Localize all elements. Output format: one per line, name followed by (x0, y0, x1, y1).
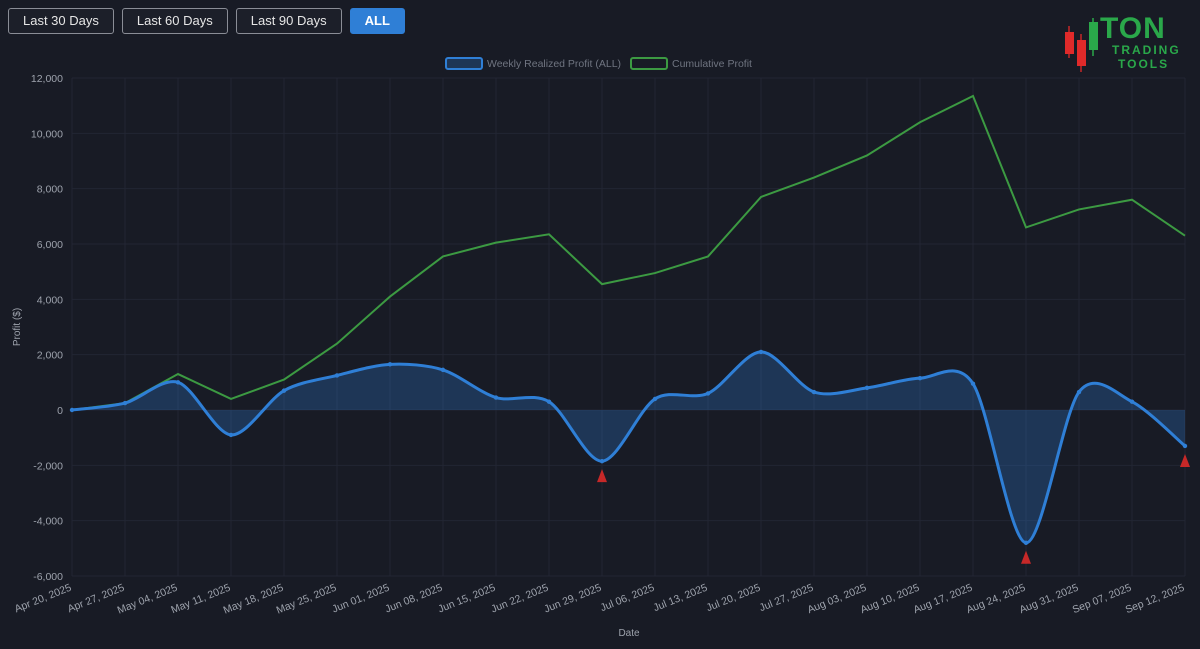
x-tick-label: May 04, 2025 (116, 582, 180, 617)
y-tick-label: 12,000 (31, 73, 63, 85)
legend-label-weekly[interactable]: Weekly Realized Profit (ALL) (487, 58, 621, 70)
x-tick-label: May 11, 2025 (169, 582, 232, 617)
legend-swatch-cumulative (630, 57, 668, 70)
weekly-data-point[interactable] (599, 458, 605, 464)
x-tick-label: Aug 31, 2025 (1018, 582, 1081, 617)
weekly-data-point[interactable] (175, 380, 181, 385)
x-tick-label: Sep 12, 2025 (1124, 582, 1187, 617)
weekly-profit-area (72, 351, 1185, 543)
weekly-profit-points (69, 349, 1188, 545)
last-30-days-button[interactable]: Last 30 Days (8, 8, 114, 34)
x-tick-label: Apr 20, 2025 (13, 582, 73, 616)
x-tick-label: Jun 22, 2025 (489, 582, 550, 616)
x-tick-label: May 18, 2025 (222, 582, 286, 617)
weekly-data-point[interactable] (864, 385, 870, 391)
weekly-data-point[interactable] (1182, 443, 1188, 449)
weekly-data-point[interactable] (652, 396, 658, 402)
weekly-data-point[interactable] (705, 391, 711, 396)
weekly-data-point[interactable] (493, 395, 499, 400)
x-tick-label: Aug 10, 2025 (859, 582, 922, 617)
last-90-days-button[interactable]: Last 90 Days (235, 8, 342, 34)
candlestick-icon (1065, 18, 1098, 72)
weekly-data-point[interactable] (228, 432, 234, 438)
last-60-days-button[interactable]: Last 60 Days (121, 8, 228, 34)
y-tick-label: -2,000 (33, 460, 63, 472)
weekly-data-point[interactable] (440, 367, 446, 373)
x-tick-label: Jul 20, 2025 (705, 582, 763, 615)
cumulative-profit-line (71, 94, 1186, 411)
x-tick-label: Jun 15, 2025 (436, 582, 497, 616)
x-axis-title: Date (618, 628, 640, 639)
y-axis-ticks: 12,000 10,000 8,000 6,000 4,000 2,000 0 -2,000 -… (31, 73, 63, 583)
weekly-data-point[interactable] (546, 399, 552, 404)
y-tick-label: 4,000 (37, 294, 63, 306)
weekly-data-point[interactable] (69, 407, 75, 413)
weekly-data-point[interactable] (1023, 540, 1029, 545)
logo-subtitle-1: TRADING (1112, 43, 1181, 57)
loss-marker-icon (1180, 453, 1190, 467)
weekly-data-point[interactable] (1076, 389, 1082, 395)
all-button[interactable]: ALL (349, 8, 405, 34)
y-tick-label: 2,000 (37, 350, 63, 362)
y-tick-label: 8,000 (37, 184, 63, 196)
loss-marker-icon (1021, 550, 1031, 564)
weekly-data-point[interactable] (334, 373, 340, 378)
x-tick-label: Jun 08, 2025 (383, 582, 444, 616)
y-tick-label: -4,000 (33, 516, 63, 528)
chart-grid (71, 77, 1186, 577)
x-tick-label: Aug 03, 2025 (806, 582, 869, 617)
y-tick-label: 6,000 (37, 239, 63, 251)
x-tick-label: Sep 07, 2025 (1071, 582, 1134, 617)
weekly-data-point[interactable] (281, 388, 287, 393)
x-tick-label: Aug 17, 2025 (912, 582, 975, 617)
logo-title: TON (1100, 12, 1166, 45)
weekly-data-point[interactable] (917, 375, 923, 381)
weekly-data-point[interactable] (970, 381, 976, 386)
weekly-data-point[interactable] (122, 400, 128, 406)
weekly-data-point[interactable] (1129, 399, 1135, 404)
weekly-data-point[interactable] (811, 389, 817, 395)
loss-markers (597, 453, 1190, 564)
x-tick-label: Jul 13, 2025 (652, 582, 710, 615)
y-tick-label: 10,000 (31, 128, 63, 140)
legend-label-cumulative[interactable]: Cumulative Profit (672, 58, 752, 70)
y-tick-label: -6,000 (33, 571, 63, 583)
x-tick-label: Jun 29, 2025 (542, 582, 603, 616)
weekly-data-point[interactable] (758, 349, 764, 355)
x-tick-label: Jun 01, 2025 (330, 582, 391, 616)
loss-marker-icon (597, 469, 607, 483)
ton-trading-tools-logo: TON TRADING TOOLS (1062, 12, 1186, 74)
x-tick-label: May 25, 2025 (275, 582, 339, 617)
x-tick-label: Aug 24, 2025 (965, 582, 1028, 617)
chart-legend: Weekly Realized Profit (ALL) Cumulative … (445, 57, 752, 70)
logo-subtitle-2: TOOLS (1118, 57, 1170, 71)
y-axis-title: Profit ($) (12, 308, 23, 346)
date-range-toolbar: Last 30 Days Last 60 Days Last 90 Days A… (8, 8, 405, 34)
x-tick-label: Jul 06, 2025 (599, 582, 657, 615)
legend-swatch-weekly (445, 57, 483, 70)
y-tick-label: 0 (57, 405, 63, 417)
weekly-data-point[interactable] (387, 362, 393, 367)
